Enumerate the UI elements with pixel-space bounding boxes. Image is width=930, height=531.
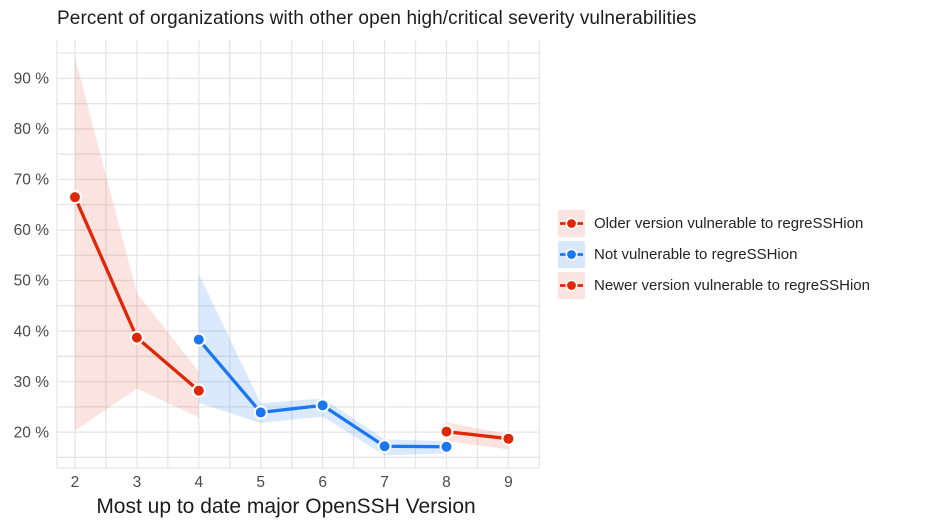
chart-legend: Older version vulnerable to regreSSHion …: [558, 210, 870, 299]
svg-text:30 %: 30 %: [14, 374, 50, 391]
svg-text:9: 9: [504, 474, 513, 491]
legend-item-newer: Newer version vulnerable to regreSSHion: [558, 272, 870, 299]
svg-text:20 %: 20 %: [14, 424, 50, 441]
legend-label-older: Older version vulnerable to regreSSHion: [594, 215, 864, 232]
svg-text:60 %: 60 %: [14, 222, 50, 239]
svg-text:2: 2: [71, 474, 80, 491]
chart-title: Percent of organizations with other open…: [57, 8, 697, 29]
legend-key-newer-dash-dot-icon: [558, 272, 585, 299]
legend-label-not-vulnerable: Not vulnerable to regreSSHion: [594, 246, 798, 263]
svg-text:80 %: 80 %: [14, 121, 50, 138]
legend-key-not-vulnerable-dash-dot-icon: [558, 241, 585, 268]
svg-text:5: 5: [256, 474, 265, 491]
svg-text:90 %: 90 %: [14, 71, 50, 88]
legend-label-newer: Newer version vulnerable to regreSSHion: [594, 277, 870, 294]
svg-text:6: 6: [318, 474, 327, 491]
svg-text:3: 3: [133, 474, 142, 491]
legend-item-older: Older version vulnerable to regreSSHion: [558, 210, 870, 237]
legend-item-not-vulnerable: Not vulnerable to regreSSHion: [558, 241, 870, 268]
legend-key-older-dash-dot-icon: [558, 210, 585, 237]
svg-text:4: 4: [194, 474, 203, 491]
svg-text:50 %: 50 %: [14, 273, 50, 290]
svg-text:40 %: 40 %: [14, 323, 50, 340]
x-axis-title: Most up to date major OpenSSH Version: [96, 495, 476, 518]
svg-text:8: 8: [442, 474, 451, 491]
svg-text:70 %: 70 %: [14, 172, 50, 189]
svg-text:7: 7: [380, 474, 389, 491]
